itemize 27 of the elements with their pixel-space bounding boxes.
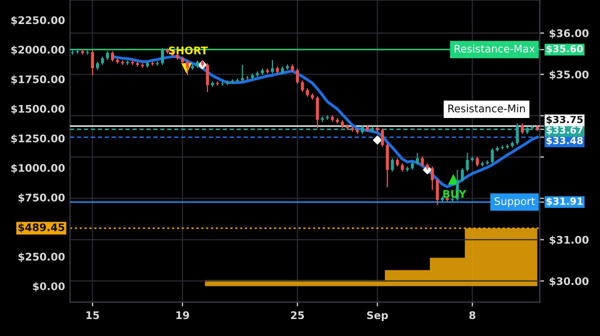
y-tick-label: $0.00	[33, 282, 65, 292]
y2-tick-label: $35.60	[546, 44, 583, 54]
y2-tick-label: $33.67	[546, 126, 583, 135]
y2-tick-label: $30.00	[550, 277, 589, 286]
x-tick-label: 25	[291, 311, 304, 320]
y-tick-label: $1250.00	[11, 134, 65, 144]
y-tick-label: $1500.00	[11, 104, 65, 114]
y-tick-label: $750.00	[18, 193, 65, 203]
y2-tick-label: $31.00	[550, 236, 589, 246]
x-tick-label: 8	[469, 311, 476, 320]
y2-tick-label: $33.48	[546, 136, 583, 146]
y2-tick-label: $35.00	[550, 70, 589, 80]
y-tick-label: $1000.00	[11, 164, 65, 174]
y-tick-label: $250.00	[18, 252, 65, 262]
ref-line-label: Resistance-Min	[448, 104, 525, 112]
y2-tick-label: $31.91	[546, 197, 583, 206]
y-tick-label: $2250.00	[11, 16, 65, 26]
y2-tick-label: $36.00	[550, 29, 589, 39]
x-tick-label: Sep	[367, 311, 388, 322]
x-tick-label: 19	[176, 311, 190, 320]
ref-line-label: Resistance-Max	[454, 44, 535, 53]
y-tick-label: $489.45	[18, 223, 64, 233]
ref-line-label: Support	[494, 197, 535, 208]
y2-tick-label: $33.75	[546, 116, 583, 124]
y-tick-label: $2000.00	[11, 46, 65, 56]
y-tick-label: $1750.00	[11, 75, 65, 85]
x-tick-label: 15	[86, 311, 100, 320]
